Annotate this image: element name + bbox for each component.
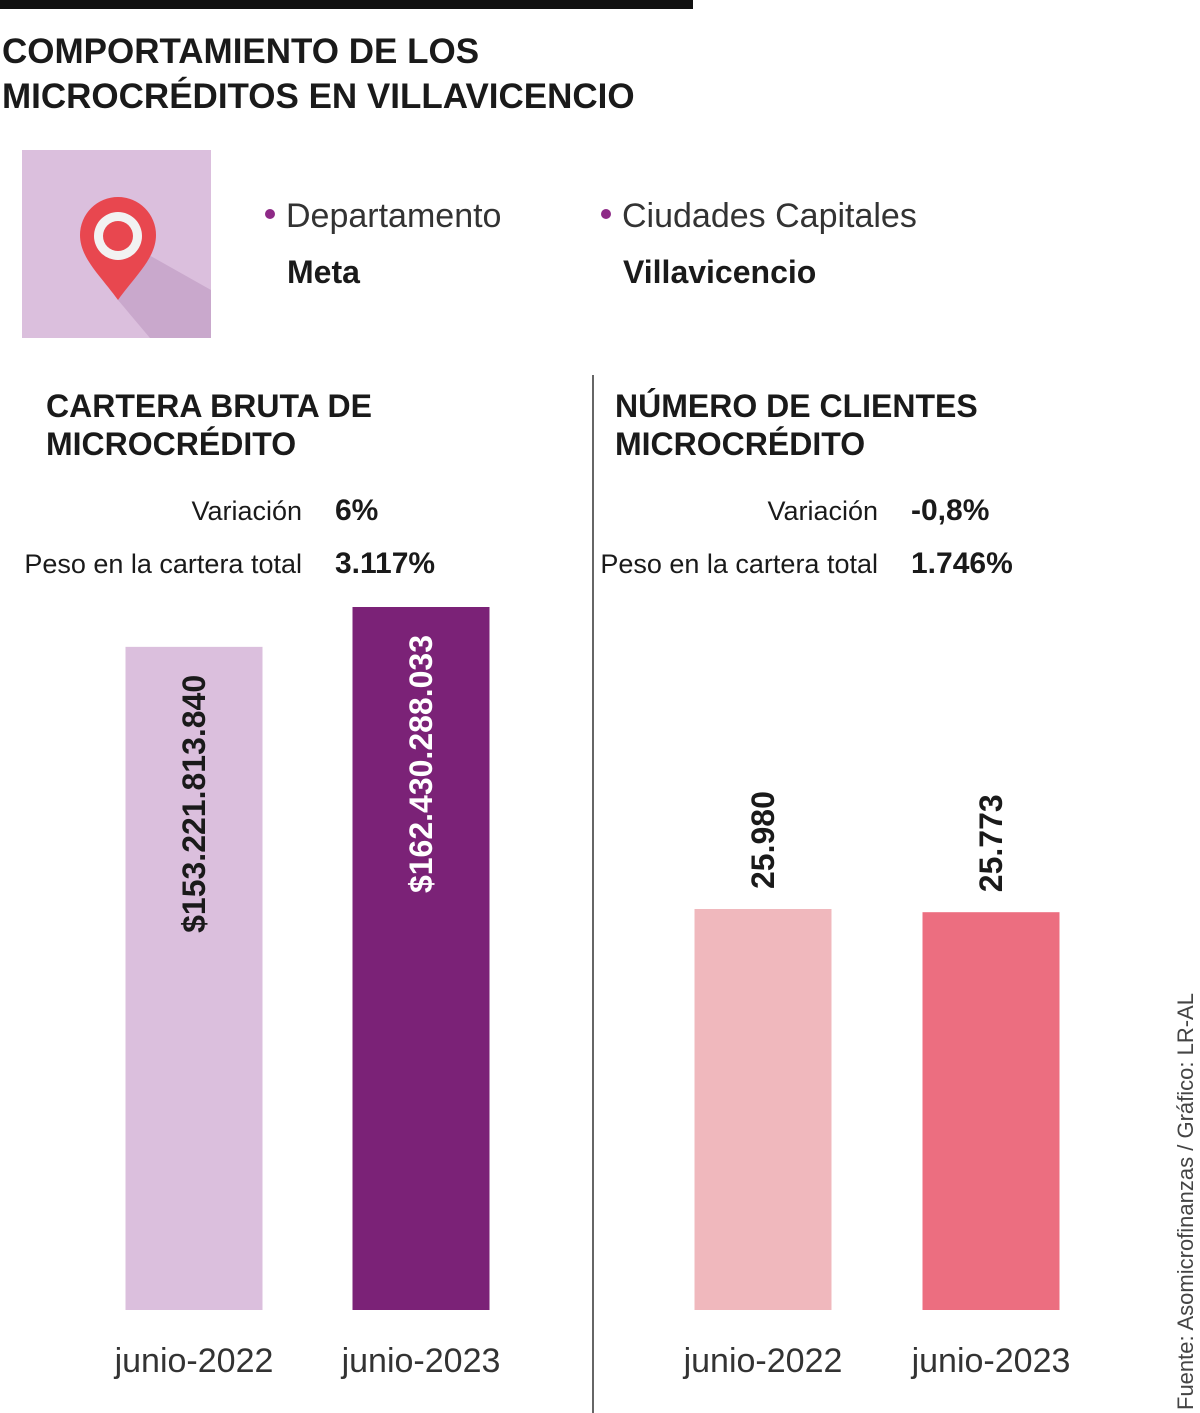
stat-value: 6%	[335, 494, 378, 527]
stat-value: -0,8%	[911, 494, 989, 527]
stat-label: Variación	[767, 496, 878, 526]
value-label: $162.430.288.033	[403, 635, 439, 893]
chart-title: MICROCRÉDITO	[46, 426, 296, 462]
bullet	[601, 209, 611, 219]
location-value: Meta	[287, 254, 360, 290]
bar	[352, 607, 490, 1310]
chart-title: MICROCRÉDITO	[615, 426, 865, 462]
value-label: 25.773	[973, 794, 1009, 892]
x-tick-label: junio-2023	[911, 1342, 1071, 1380]
stat-label: Variación	[191, 496, 302, 526]
chart-title: NÚMERO DE CLIENTES	[615, 388, 978, 424]
chart-title: CARTERA BRUTA DE	[46, 388, 372, 424]
value-label: 25.980	[745, 791, 781, 889]
x-tick-label: junio-2022	[683, 1342, 843, 1380]
x-tick-label: junio-2022	[114, 1342, 274, 1380]
stat-label: Peso en la cartera total	[24, 549, 302, 579]
top-rule	[0, 0, 693, 9]
stat-value: 3.117%	[335, 547, 435, 580]
location-label: Ciudades Capitales	[622, 197, 917, 235]
value-label: $153.221.813.840	[176, 675, 212, 933]
location-label: Departamento	[286, 197, 501, 235]
bar	[694, 909, 832, 1310]
stat-label: Peso en la cartera total	[600, 549, 878, 579]
source: Fuente: Asomicrofinanzas / Gráfico: LR-A…	[1173, 993, 1198, 1410]
title-line: MICROCRÉDITOS EN VILLAVICENCIO	[2, 76, 635, 116]
bar	[125, 646, 263, 1310]
x-tick-label: junio-2023	[341, 1342, 501, 1380]
bullet	[265, 209, 275, 219]
map-icon	[22, 150, 211, 338]
title-line: COMPORTAMIENTO DE LOS	[2, 32, 479, 71]
location-value: Villavicencio	[623, 254, 816, 290]
bar	[922, 912, 1060, 1310]
stat-value: 1.746%	[911, 547, 1013, 580]
